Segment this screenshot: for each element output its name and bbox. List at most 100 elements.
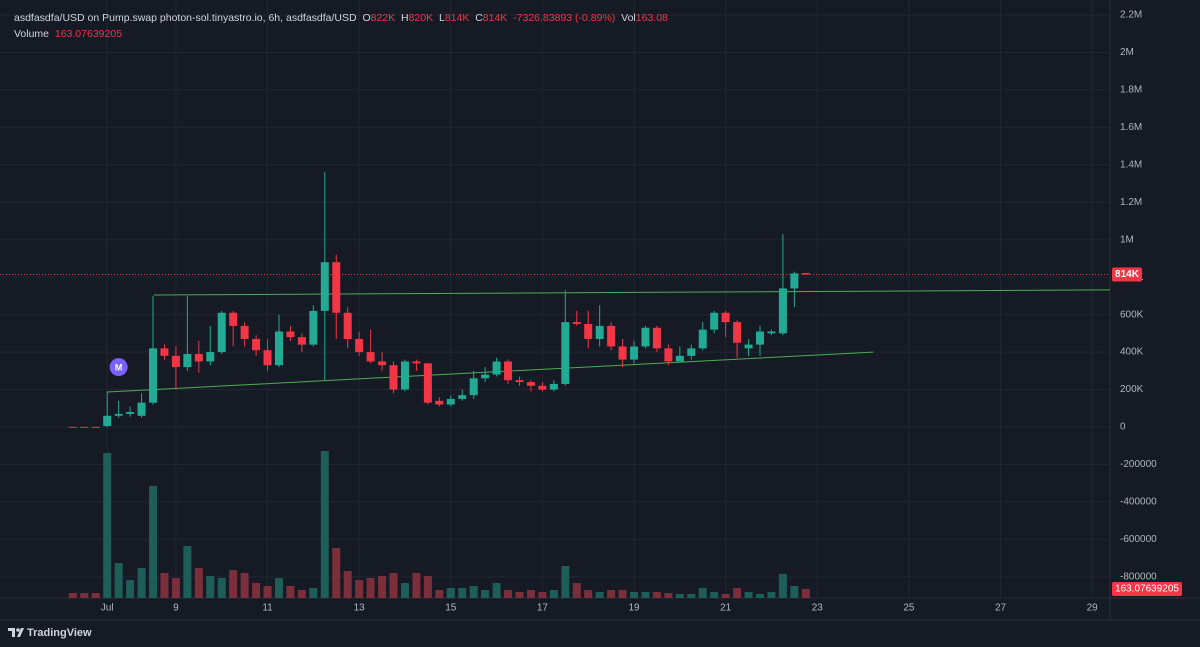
volume-bar (263, 586, 272, 598)
candle-body (733, 322, 742, 343)
candle-body (652, 327, 661, 349)
candle-body (217, 312, 226, 353)
candle-body (538, 385, 547, 390)
x-tick-label: 11 (262, 603, 273, 614)
last-price-label: 814K (1115, 269, 1140, 280)
c-value: 814K (482, 12, 508, 24)
volume-bar (435, 590, 444, 598)
volume-bar (412, 573, 421, 598)
candle-body (675, 355, 684, 362)
volume-label: Volume (14, 28, 50, 40)
candle-body (469, 378, 478, 396)
volume-bar (309, 588, 318, 598)
volume-bar (687, 594, 696, 598)
x-tick-label: 17 (537, 603, 549, 614)
volume-bar (630, 592, 639, 598)
candle-body (171, 355, 180, 368)
brand-icon (16, 628, 20, 632)
y-tick-label: 2M (1120, 47, 1134, 58)
volume-bar (526, 590, 535, 598)
volume-bar (492, 583, 501, 598)
candle-body (378, 361, 387, 366)
o-label: O (362, 12, 371, 24)
volume-tag-label: 163.07639205 (1115, 584, 1179, 595)
candle-body (515, 380, 524, 383)
candle-body (320, 262, 329, 311)
c-label: C (475, 12, 483, 24)
candle-body (114, 413, 123, 416)
x-tick-label: 29 (1087, 603, 1099, 614)
candle-body (504, 361, 513, 381)
candle-body (801, 273, 810, 275)
volume-bar (274, 578, 283, 598)
x-tick-label: 9 (173, 603, 179, 614)
candle-body (767, 331, 776, 334)
y-tick-label: 1.6M (1120, 122, 1142, 133)
volume-bar (194, 568, 203, 598)
volume-bar (114, 563, 123, 598)
h-value: 820K (408, 12, 434, 24)
trendline (153, 289, 1111, 296)
x-tick-label: 15 (445, 603, 457, 614)
y-tick-label: 600K (1120, 309, 1144, 320)
y-tick-label: 400K (1120, 347, 1144, 358)
candle-body (68, 426, 77, 428)
candle-body (194, 353, 203, 362)
volume-bar (595, 592, 604, 598)
legend: asdfasdfa/USD on Pump.swap photon-sol.ti… (14, 10, 668, 42)
volume-bar (778, 574, 787, 598)
volume-bar (229, 570, 238, 598)
brand-name: TradingView (27, 627, 92, 639)
vol-value: 163.08 (635, 12, 668, 24)
volume-bar (641, 592, 650, 598)
volume-bar (801, 588, 810, 598)
candle-body (664, 348, 673, 362)
symbol: asdfasdfa/USD on Pump.swap photon-sol.ti… (14, 12, 357, 24)
candle-body (183, 353, 192, 368)
x-tick-label: Jul (101, 603, 114, 614)
volume-bar (584, 590, 593, 598)
volume-bar (423, 576, 432, 598)
volume-bar (675, 594, 684, 598)
volume-bar (68, 593, 77, 598)
candle-body (297, 337, 306, 345)
volume-bar (756, 594, 765, 598)
legend-row: asdfasdfa/USD on Pump.swap photon-sol.ti… (14, 10, 668, 26)
y-tick-label: 0 (1120, 422, 1126, 433)
last-price-tag (1112, 267, 1142, 282)
candle-body (263, 350, 272, 366)
volume-bar (458, 588, 467, 598)
x-tick-label: 19 (628, 603, 640, 614)
volume-bar (240, 573, 249, 598)
candle-body (778, 288, 787, 334)
y-tick-label: 1.4M (1120, 159, 1142, 170)
volume-bar (217, 578, 226, 598)
y-tick-label: -800000 (1120, 571, 1157, 582)
volume-bar (767, 592, 776, 598)
brand-logo: TradingView (8, 627, 92, 639)
candle-body (710, 312, 719, 330)
x-tick-label: 21 (720, 603, 732, 614)
candle-body (630, 346, 639, 360)
volume-bar (252, 583, 261, 598)
volume-tag (1112, 581, 1182, 596)
volume-bar (171, 578, 180, 598)
volume-bar (355, 580, 364, 598)
volume-bar (710, 592, 719, 598)
candle-body (641, 327, 650, 347)
h-label: H (401, 12, 409, 24)
volume-bar (378, 576, 387, 598)
volume-bar (400, 583, 409, 598)
legend-row: Volume 163.07639205 (14, 26, 668, 42)
candle-body (332, 262, 341, 313)
candle-body (561, 322, 570, 384)
candle-body (790, 273, 799, 289)
l-value: 814K (444, 12, 470, 24)
l-label: L (438, 12, 445, 24)
candle-body (595, 325, 604, 339)
y-tick-label: 1.2M (1120, 197, 1142, 208)
candle-body (721, 312, 730, 323)
volume-bar (126, 580, 135, 598)
candle-body (366, 352, 375, 362)
volume-bar (389, 573, 398, 598)
